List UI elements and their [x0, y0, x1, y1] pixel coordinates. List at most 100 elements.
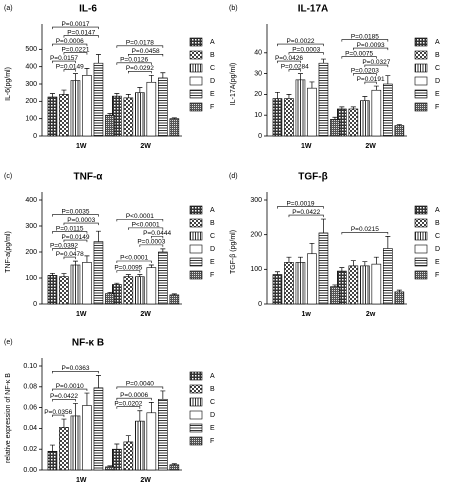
- error-bar: [114, 443, 120, 450]
- error-bar: [125, 274, 131, 277]
- bar: [59, 276, 69, 305]
- error-bar: [332, 116, 338, 120]
- significance-label: P=0.0444: [143, 230, 171, 237]
- significance-label: P=0.0006: [120, 392, 148, 399]
- x-tick-label: 1w: [302, 311, 312, 318]
- legend-label: A: [435, 207, 440, 214]
- legend-swatch: [189, 371, 203, 381]
- error-bar: [107, 113, 113, 116]
- bar: [272, 274, 283, 305]
- error-bar: [148, 74, 154, 83]
- error-bar: [385, 236, 391, 249]
- significance-label: P<0.0001: [120, 255, 148, 262]
- bar: [70, 415, 81, 471]
- legend-swatch: [189, 76, 203, 86]
- significance-label: P=0.0019: [286, 200, 314, 207]
- significance-label: P=0.0115: [56, 225, 84, 232]
- bar: [105, 114, 115, 137]
- error-bar: [350, 260, 356, 266]
- legend-swatch: [414, 205, 428, 215]
- y-tick-label: 0: [33, 133, 37, 140]
- legend-label: E: [435, 91, 440, 98]
- error-bar: [84, 68, 90, 76]
- panel-label: (b): [229, 5, 238, 12]
- legend-swatch: [189, 270, 203, 280]
- legend-label: B: [435, 52, 440, 59]
- significance-label: P=0.0017: [61, 21, 89, 28]
- significance-label: P=0.0093: [357, 42, 385, 49]
- x-tick-label: 1W: [76, 477, 87, 484]
- legend-label: D: [210, 246, 215, 253]
- error-bar: [373, 85, 379, 91]
- significance-label: P<0.0001: [132, 222, 160, 229]
- legend-swatch: [414, 257, 428, 267]
- y-tick-label: 200: [250, 232, 262, 239]
- significance-label: P=0.0006: [56, 38, 84, 45]
- bar: [360, 100, 370, 137]
- significance-bracket: [52, 60, 76, 64]
- error-bar: [362, 261, 368, 266]
- legend-swatch: [189, 244, 203, 254]
- significance-label: P=0.0185: [351, 33, 379, 40]
- significance-bracket: [52, 248, 76, 251]
- significance-bracket: [128, 54, 164, 57]
- significance-bracket: [128, 227, 164, 230]
- legend-swatch: [414, 50, 428, 60]
- y-tick-label: 500: [25, 46, 37, 53]
- legend-label: F: [210, 438, 214, 445]
- bar: [82, 262, 92, 305]
- significance-bracket: [52, 43, 88, 47]
- y-tick-label: 0: [33, 301, 37, 308]
- error-bar: [171, 293, 177, 295]
- bar: [123, 441, 134, 471]
- legend-swatch: [189, 102, 203, 112]
- bar: [348, 265, 359, 305]
- y-tick-label: 30: [254, 70, 262, 77]
- significance-bracket: [353, 73, 377, 76]
- error-bar: [396, 289, 402, 292]
- panel: (c) TNF-α TNF-a(pg/ml) 0 100 200 300 400 1W 2W ABC…: [4, 172, 215, 318]
- panel-label: (c): [4, 173, 12, 180]
- significance-label: P=0.0149: [56, 63, 84, 70]
- legend-label: F: [210, 104, 214, 111]
- significance-label: P=0.0426: [275, 55, 303, 62]
- y-tick-label: 0.02: [23, 446, 37, 453]
- significance-label: P=0.0203: [351, 67, 379, 74]
- significance-label: P=0.0178: [126, 40, 154, 47]
- bar: [307, 253, 317, 305]
- significance-label: P=0.0356: [44, 409, 72, 416]
- significance-bracket: [288, 69, 301, 72]
- y-tick-label: 200: [25, 98, 37, 105]
- chart-title: NF-κ B: [72, 338, 104, 349]
- bar: [146, 81, 157, 137]
- x-tick-label: 2w: [366, 311, 376, 318]
- chart-title: IL-17A: [298, 4, 329, 15]
- legend-label: E: [210, 91, 215, 98]
- significance-label: P=0.0010: [56, 383, 84, 390]
- legend-label: C: [435, 65, 440, 72]
- error-bar: [49, 272, 55, 276]
- bar: [93, 241, 104, 305]
- y-tick-label: 20: [254, 91, 262, 98]
- significance-bracket: [341, 56, 377, 59]
- error-bar: [61, 89, 67, 95]
- y-tick-label: 0.10: [23, 363, 37, 370]
- panel: (a) IL-6 IL-6(pg/ml) 0 100 200 300 400 500 1W 2W AB…: [4, 4, 215, 150]
- legend-label: B: [210, 220, 215, 227]
- legend-label: A: [210, 207, 215, 214]
- error-bar: [107, 465, 113, 467]
- bar: [59, 427, 69, 471]
- significance-label: P=0.0003: [137, 239, 165, 246]
- error-bar: [297, 256, 303, 263]
- significance-bracket: [52, 214, 99, 217]
- significance-label: P=0.0075: [345, 50, 373, 57]
- significance-bracket: [52, 399, 76, 402]
- error-bar: [72, 260, 78, 265]
- error-bar: [114, 93, 120, 97]
- bar: [70, 80, 81, 137]
- bar: [158, 77, 168, 137]
- y-tick-label: 0.06: [23, 404, 37, 411]
- bar: [169, 464, 180, 471]
- legend-label: F: [435, 272, 439, 279]
- legend-label: B: [210, 52, 215, 59]
